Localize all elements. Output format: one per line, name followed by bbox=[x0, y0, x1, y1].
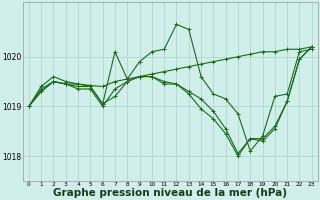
X-axis label: Graphe pression niveau de la mer (hPa): Graphe pression niveau de la mer (hPa) bbox=[53, 188, 287, 198]
